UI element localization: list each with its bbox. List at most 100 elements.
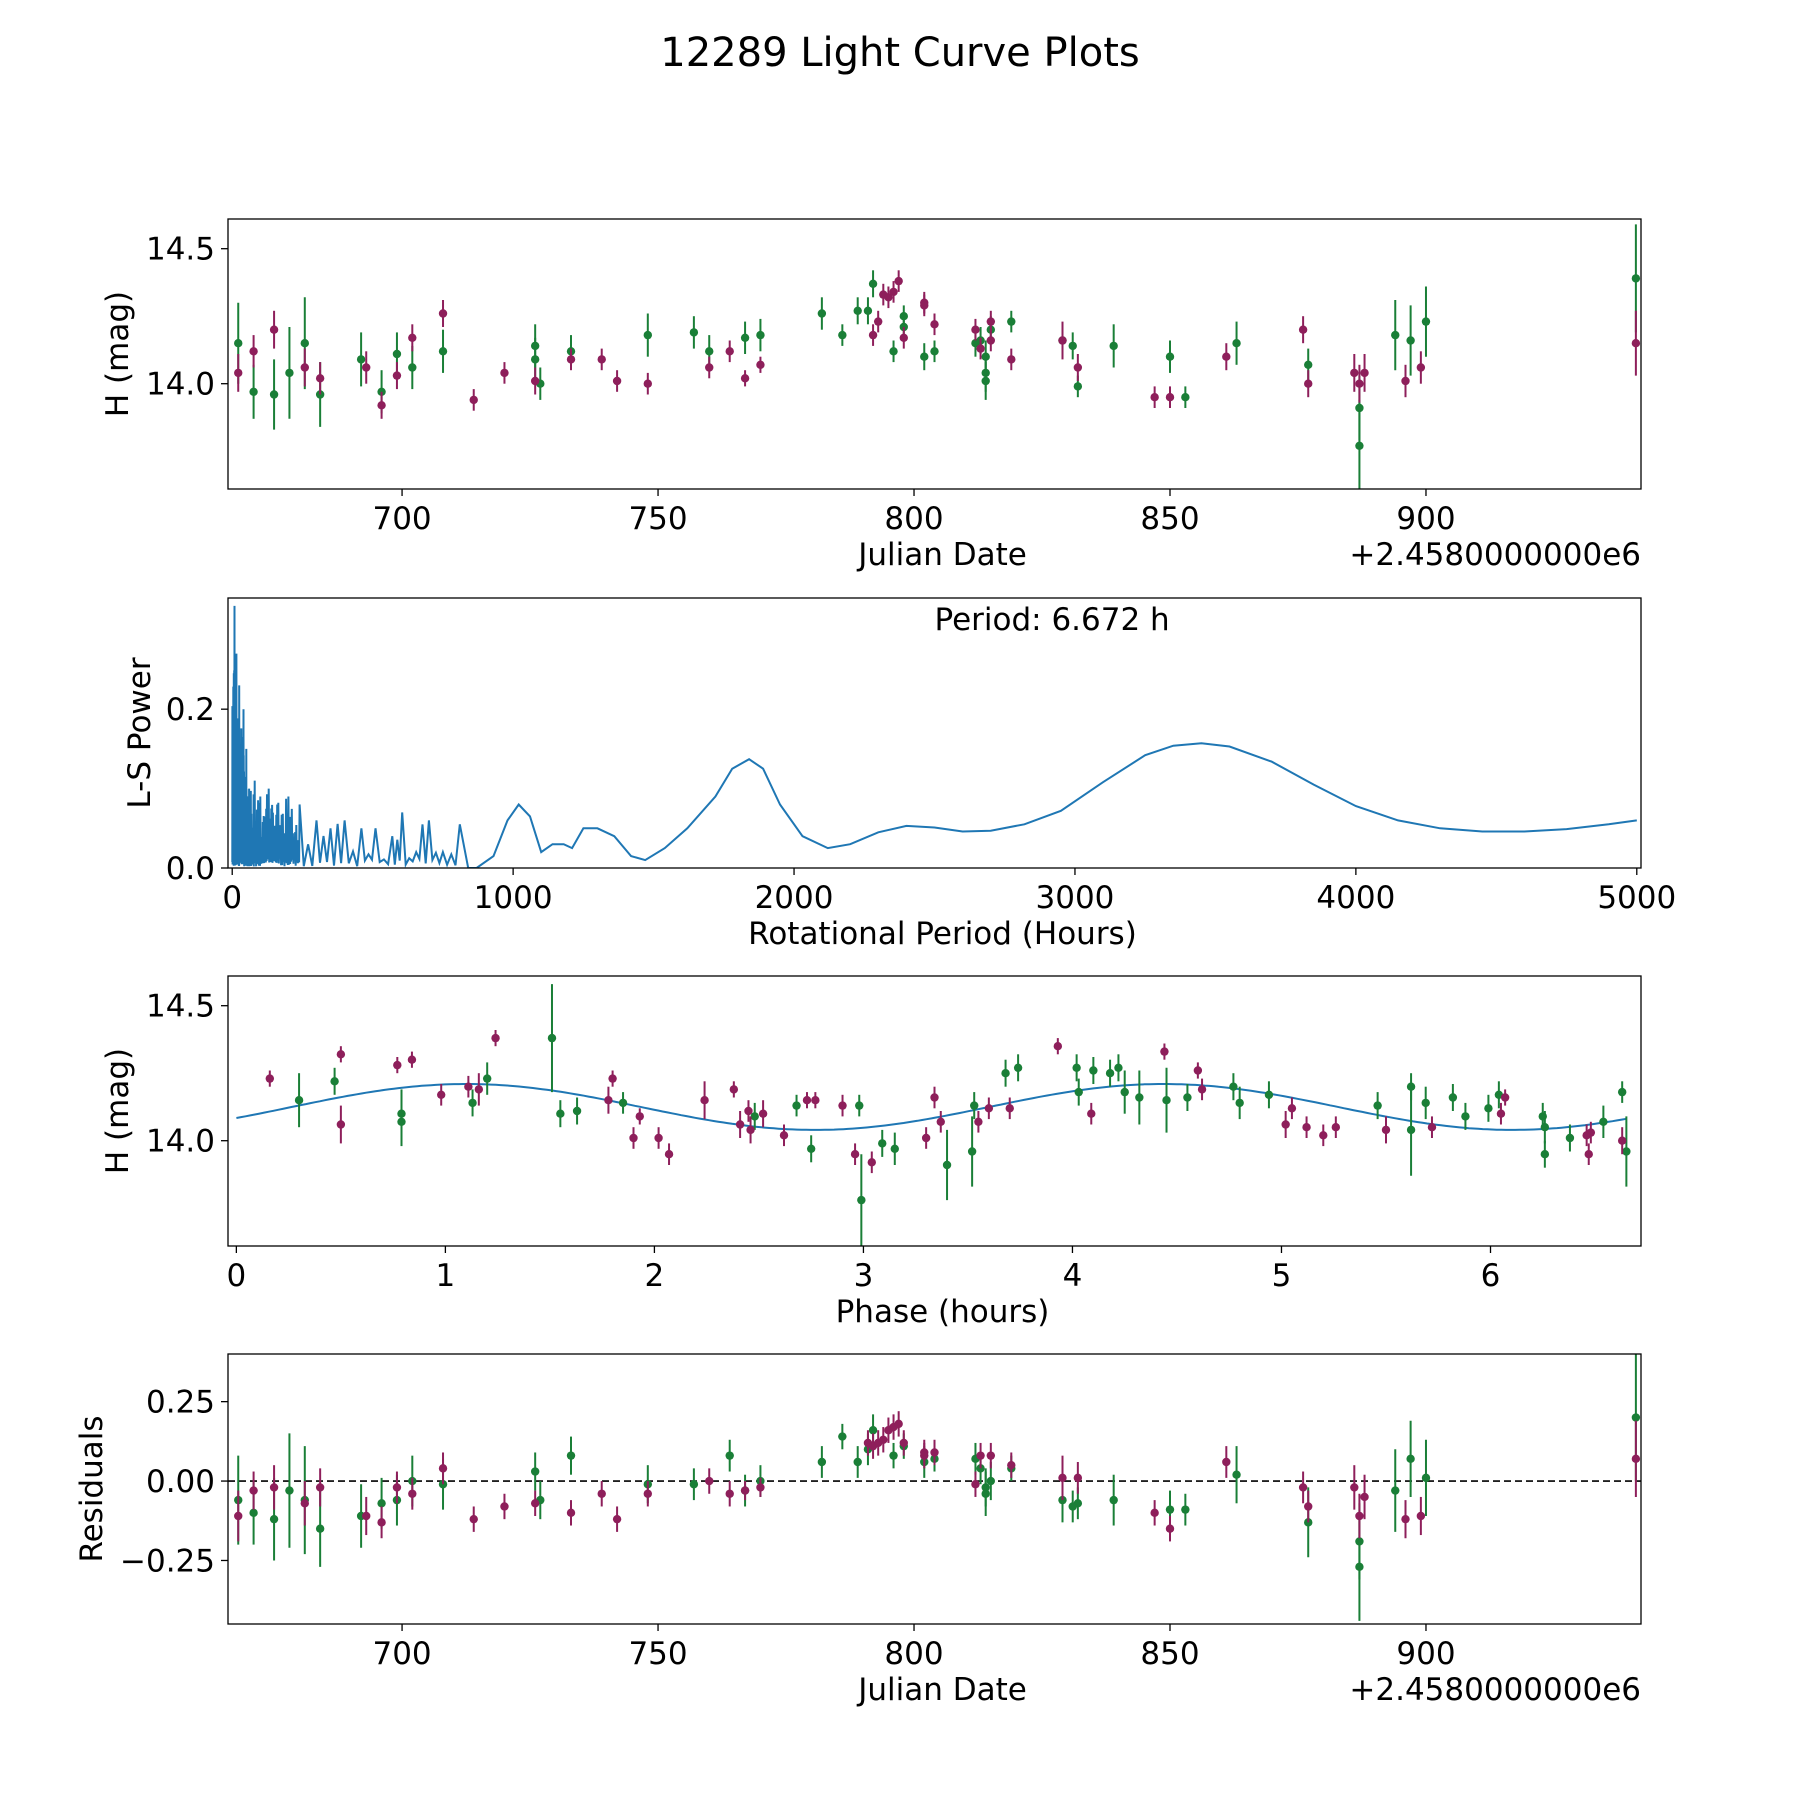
data-point — [984, 1104, 994, 1113]
periodogram-line — [231, 605, 1637, 868]
x-tick-label: 3 — [854, 1258, 874, 1294]
data-point — [330, 1077, 339, 1086]
data-point — [315, 374, 325, 383]
data-point — [643, 330, 653, 340]
data-point — [438, 1464, 448, 1473]
data-point — [1421, 317, 1431, 326]
data-point — [556, 1109, 565, 1118]
data-point — [986, 336, 996, 345]
x-offset-label: +2.4580000000e6 — [1349, 537, 1641, 573]
data-point — [572, 1106, 582, 1116]
data-point — [377, 401, 386, 410]
x-tick-label: 800 — [884, 1636, 943, 1672]
data-point — [469, 395, 478, 405]
data-point — [1120, 1087, 1129, 1097]
data-point — [1089, 1066, 1098, 1075]
data-point — [758, 1109, 768, 1118]
data-point — [1001, 1069, 1010, 1078]
data-point — [437, 1090, 446, 1100]
data-point — [1007, 355, 1016, 364]
data-point — [618, 1098, 628, 1108]
data-point — [756, 1483, 765, 1492]
data-point — [1229, 1082, 1238, 1091]
x-tick-label: 800 — [884, 501, 943, 537]
data-point — [729, 1085, 739, 1094]
data-point — [547, 1033, 557, 1043]
data-point — [1401, 376, 1410, 386]
data-point — [294, 1096, 304, 1105]
data-point — [392, 1483, 402, 1492]
x-tick-label: 6 — [1481, 1258, 1501, 1294]
data-point — [884, 293, 893, 302]
data-point — [269, 325, 279, 334]
data-point — [1105, 1069, 1115, 1078]
x-tick-label: 5 — [1272, 1258, 1292, 1294]
data-point — [986, 317, 996, 326]
data-point — [889, 1451, 898, 1460]
data-point — [1631, 274, 1641, 283]
period-annotation: Period: 6.672 h — [935, 602, 1170, 638]
data-point — [1058, 1473, 1067, 1483]
data-point — [300, 1499, 309, 1508]
data-point — [930, 1448, 939, 1457]
data-point — [438, 347, 448, 356]
data-point — [1013, 1063, 1023, 1073]
y-tick-label: −0.25 — [120, 1543, 215, 1579]
data-point — [986, 1451, 996, 1460]
y-tick-label: 0.00 — [146, 1464, 215, 1500]
data-point — [921, 1133, 931, 1143]
x-tick-label: 850 — [1140, 501, 1199, 537]
data-point — [1599, 1117, 1608, 1127]
data-point — [986, 1476, 996, 1486]
data-point — [1068, 341, 1077, 351]
data-point — [976, 344, 985, 353]
data-point — [1584, 1150, 1593, 1159]
data-point — [976, 1464, 985, 1473]
series-purple — [234, 1411, 1641, 1542]
data-point — [744, 1106, 753, 1116]
data-point — [269, 390, 279, 399]
data-point — [1355, 379, 1364, 388]
data-point — [1355, 441, 1364, 450]
data-point — [377, 1499, 386, 1508]
data-point — [1373, 1101, 1382, 1110]
data-point — [853, 306, 862, 315]
data-point — [392, 349, 402, 359]
data-point — [1355, 1511, 1364, 1521]
data-point — [474, 1085, 484, 1094]
plot-area-residuals — [228, 1354, 1641, 1621]
data-point — [1304, 360, 1313, 369]
data-point — [234, 339, 243, 348]
data-point — [1087, 1109, 1096, 1118]
data-point — [1500, 1093, 1510, 1102]
data-point — [597, 355, 606, 364]
data-point — [1617, 1087, 1627, 1097]
y-axis-label: H (mag) — [100, 291, 136, 417]
x-tick-label: 3000 — [1036, 880, 1115, 916]
data-point — [612, 376, 622, 386]
data-point — [336, 1120, 346, 1129]
data-point — [608, 1074, 617, 1083]
x-axis-label: Rotational Period (Hours) — [748, 916, 1137, 952]
data-point — [1319, 1131, 1328, 1140]
axes-frame — [227, 1353, 1642, 1625]
data-point — [1109, 1495, 1118, 1505]
data-point — [802, 1096, 812, 1105]
x-tick-label: 0 — [226, 1258, 246, 1294]
data-point — [1109, 341, 1118, 351]
data-point — [1381, 1125, 1391, 1135]
data-point — [920, 1451, 929, 1460]
x-tick-label: 0 — [222, 880, 242, 916]
data-point — [853, 1457, 862, 1467]
data-point — [1232, 1470, 1241, 1479]
x-tick-label: 1000 — [474, 880, 553, 916]
data-point — [889, 347, 898, 356]
y-tick-label: 0.2 — [166, 692, 215, 728]
series-purple — [265, 1030, 1627, 1174]
x-tick-label: 700 — [372, 1636, 431, 1672]
data-point — [1631, 1413, 1641, 1422]
x-tick-label: 850 — [1140, 1636, 1199, 1672]
data-point — [604, 1096, 613, 1105]
data-point — [315, 1483, 325, 1492]
data-point — [817, 309, 827, 318]
